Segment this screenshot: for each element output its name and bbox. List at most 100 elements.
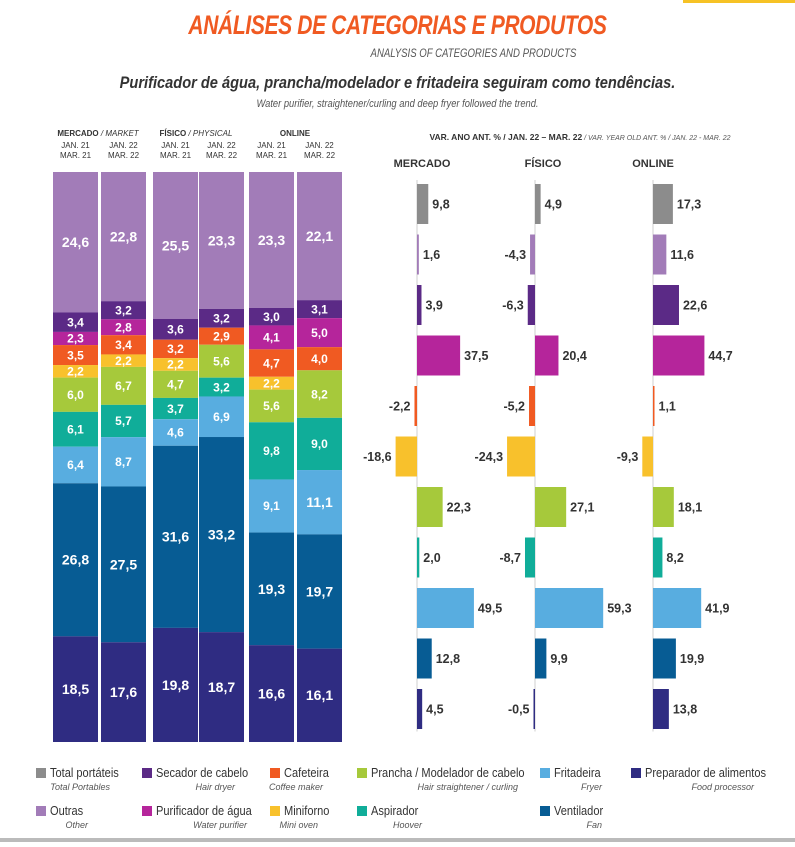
legend-label: Miniforno — [284, 803, 330, 818]
stacked-bar-secador — [101, 301, 146, 320]
variation-bar-cafeteira — [653, 386, 655, 426]
bottom-rule — [0, 838, 795, 842]
column-period-label: JAN. 21 — [61, 141, 90, 150]
column-period-label: MAR. 22 — [206, 151, 238, 160]
stacked-bar-fritadeira — [249, 479, 294, 533]
variation-bar-label: 44,7 — [708, 349, 732, 363]
variation-bar-fritadeira — [535, 588, 604, 628]
column-period-label: JAN. 22 — [109, 141, 138, 150]
stacked-bar-label: 3,7 — [167, 402, 184, 416]
stacked-bar-outras — [153, 172, 198, 319]
stacked-bar-label: 24,6 — [62, 234, 89, 250]
variation-bar-fritadeira — [417, 588, 474, 628]
legend-swatch — [540, 806, 550, 816]
top-accent-line — [683, 0, 795, 3]
stacked-bar-fritadeira — [153, 419, 198, 446]
variation-bar-label: 17,3 — [677, 198, 701, 212]
variation-bar-prancha — [653, 487, 674, 527]
stacked-bar-label: 3,6 — [167, 323, 184, 337]
stacked-bar-label: 22,1 — [306, 228, 333, 244]
stacked-bar-label: 2,9 — [213, 329, 230, 343]
stacked-bar-label: 2,2 — [167, 358, 184, 372]
legend-label-en: Water purifier — [193, 820, 247, 830]
variation-bar-label: -24,3 — [475, 450, 504, 464]
stacked-bar-purificador — [101, 319, 146, 336]
stacked-bar-outras — [199, 172, 244, 309]
variation-bar-prancha — [535, 487, 567, 527]
legend-label: Prancha / Modelador de cabelo — [371, 765, 525, 780]
stacked-bar-cafeteira — [297, 347, 342, 371]
variation-bar-secador — [527, 285, 535, 325]
column-period-label: JAN. 21 — [257, 141, 286, 150]
stacked-bar-outras — [249, 172, 294, 308]
column-period-label: MAR. 21 — [160, 151, 192, 160]
legend-label-en: Hair straightener / curling — [417, 782, 518, 792]
variation-bar-prancha — [417, 487, 443, 527]
stacked-bar-label: 16,6 — [258, 685, 285, 701]
column-period-label: MAR. 22 — [304, 151, 336, 160]
stacked-bar-label: 17,6 — [110, 684, 137, 700]
stacked-bar-label: 6,1 — [67, 422, 84, 436]
stacked-bar-prancha — [297, 370, 342, 418]
variation-bar-label: 4,5 — [426, 703, 443, 717]
stacked-bar-ventilador — [53, 483, 98, 637]
variation-bar-label: 9,8 — [432, 198, 449, 212]
variation-bar-aspirador — [417, 537, 420, 578]
variation-bar-label: 11,6 — [670, 248, 694, 262]
legend-label: Purificador de água — [156, 803, 252, 818]
variation-bar-label: 41,9 — [705, 602, 729, 616]
legend-label: Total portáteis — [50, 765, 119, 780]
variation-bar-aspirador — [524, 537, 535, 578]
legend-label: Ventilador — [554, 803, 604, 818]
variation-bar-label: 37,5 — [464, 349, 488, 363]
legend-label-en: Hoover — [392, 820, 422, 830]
variation-bar-ventilador — [417, 638, 432, 679]
variation-bar-purificador — [417, 335, 461, 376]
stacked-bar-preparador — [199, 632, 244, 742]
stacked-bar-label: 4,1 — [263, 331, 280, 345]
variation-bar-label: 8,2 — [666, 551, 683, 565]
stacked-bar-purificador — [297, 318, 342, 348]
stacked-bar-label: 5,7 — [115, 414, 132, 428]
stacked-bar-outras — [297, 172, 342, 301]
stacked-bar-label: 8,7 — [115, 455, 132, 469]
headline-en: Water purifier, straightener/curling and… — [256, 98, 539, 110]
variation-bar-outras — [530, 234, 535, 275]
variation-bar-label: -2,2 — [389, 400, 411, 414]
stacked-bar-outras — [53, 172, 98, 313]
stacked-bar-miniforno — [249, 376, 294, 390]
variation-bar-secador — [417, 285, 422, 325]
variation-bar-label: 2,0 — [423, 551, 440, 565]
stacked-bar-label: 23,3 — [208, 232, 235, 248]
stacked-bar-label: 3,0 — [263, 310, 280, 324]
variation-bar-miniforno — [642, 436, 653, 477]
stacked-bar-fritadeira — [53, 446, 98, 484]
variation-bar-label: 9,9 — [550, 652, 567, 666]
variation-bar-label: 59,3 — [607, 602, 631, 616]
legend-label-en: Food processor — [691, 782, 754, 792]
stacked-bar-label: 5,6 — [263, 399, 280, 413]
stacked-bar-label: 4,7 — [263, 356, 280, 370]
legend-label: Fritadeira — [554, 765, 601, 780]
stacked-bar-label: 2,2 — [115, 354, 132, 368]
stacked-bar-cafeteira — [153, 339, 198, 359]
variation-bar-purificador — [653, 335, 705, 376]
stacked-bar-label: 3,2 — [213, 380, 230, 394]
variation-bar-preparador — [653, 689, 669, 729]
legend-swatch — [270, 768, 280, 778]
variation-bar-purificador — [535, 335, 559, 376]
variation-bar-preparador — [533, 689, 535, 729]
stacked-bar-label: 6,0 — [67, 388, 84, 402]
headline: Purificador de água, prancha/modelador e… — [119, 73, 676, 92]
stacked-bar-label: 16,1 — [306, 687, 333, 703]
stacked-bar-aspirador — [153, 397, 198, 420]
stacked-bar-ventilador — [297, 534, 342, 649]
stacked-bar-label: 8,2 — [311, 387, 328, 401]
legend-label-en: Hair dryer — [195, 782, 235, 792]
legend-swatch — [270, 806, 280, 816]
stacked-bar-label: 4,7 — [167, 378, 184, 392]
stacked-bar-secador — [249, 307, 294, 326]
stacked-bar-label: 3,5 — [67, 348, 84, 362]
stacked-bar-aspirador — [199, 377, 244, 397]
column-group-label: MERCADO / MARKET — [57, 129, 139, 138]
